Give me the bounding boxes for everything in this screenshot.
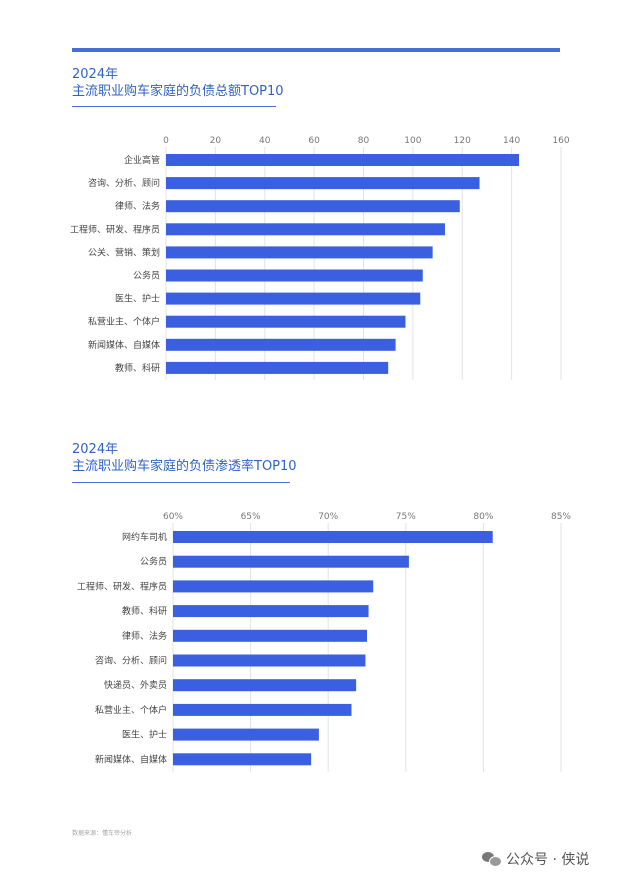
chart1-bar: [166, 177, 480, 190]
chart1-tick-label: 20: [210, 136, 222, 146]
chart2-title-block: 2024年 主流职业购车家庭的负债渗透率TOP10: [72, 441, 297, 475]
chart1-category-label: 咨询、分析、顾问: [88, 177, 160, 189]
chart2-bar: [173, 629, 367, 642]
chart2-category-label: 咨询、分析、顾问: [95, 655, 167, 667]
chart1-bar: [166, 292, 421, 305]
chart1-bar: [166, 200, 460, 213]
chart2-category-label: 新闻媒体、自媒体: [95, 753, 167, 765]
chart2-category-label: 网约车司机: [122, 531, 167, 543]
chart1-bar: [166, 154, 520, 166]
chart2-tick-label: 70%: [318, 512, 338, 522]
chart2-category-label: 律师、法务: [122, 630, 167, 642]
chart1-category-label: 私营业主、个体户: [88, 316, 160, 328]
chart2-year: 2024年: [72, 442, 119, 457]
chart1-bar: [166, 338, 396, 351]
chart2-category-label: 公务员: [140, 556, 167, 568]
chart2-bar: [173, 703, 352, 716]
chart2-title: 主流职业购车家庭的负债渗透率TOP10: [72, 459, 297, 474]
chart1-tick-label: 0: [163, 136, 169, 146]
chart2-tick-label: 65%: [241, 512, 261, 522]
chart1-bar: [166, 246, 433, 259]
chart1-category-label: 新闻媒体、自媒体: [88, 339, 160, 351]
chart2-title-underline: [72, 482, 290, 483]
chart1-year: 2024年: [72, 67, 119, 82]
chart1-tick-label: 160: [552, 136, 569, 146]
chart1-title-block: 2024年 主流职业购车家庭的负债总额TOP10: [72, 66, 284, 100]
chart2-svg: 60% 65% 70% 75% 80% 85% 网约车司机公务员工程师、研发、程序员教师、科…: [77, 512, 571, 772]
chart2-bar: [173, 728, 319, 741]
chart2-bar: [173, 605, 369, 618]
chart1-tick-label: 140: [503, 136, 520, 146]
chart1-svg: 0 20 40 60 80 100 120 140 160 企业高管咨询、分析、顾问律师、法务工程…: [70, 136, 570, 380]
chart1-tick-label: 100: [404, 136, 421, 146]
chart2-tick-label: 60%: [163, 512, 183, 522]
chart2-category-label: 教师、科研: [122, 605, 167, 617]
chart2-tick-label: 85%: [551, 512, 571, 522]
chart2-tick-label: 75%: [396, 512, 416, 522]
chart1-bar: [166, 361, 389, 374]
chart1-bar: [166, 223, 445, 236]
watermark-text: 公众号 · 侠说: [506, 852, 590, 868]
top-accent-bar: [72, 48, 560, 52]
chart2-category-label: 私营业主、个体户: [95, 704, 167, 716]
chart1-category-label: 教师、科研: [115, 362, 160, 374]
wechat-icon: [482, 852, 502, 867]
chart2-bar: [173, 555, 409, 568]
chart1-category-label: 律师、法务: [115, 200, 160, 212]
chart2-bar: [173, 531, 493, 543]
chart1-title: 主流职业购车家庭的负债总额TOP10: [72, 84, 284, 99]
chart1-tick-label: 60: [308, 136, 320, 146]
chart2-bar: [173, 580, 374, 593]
chart2-bar: [173, 654, 366, 667]
chart1-category-label: 工程师、研发、程序员: [70, 223, 160, 235]
chart2-tick-label: 80%: [473, 512, 493, 522]
chart1-bar: [166, 269, 423, 282]
chart2-category-label: 工程师、研发、程序员: [77, 580, 167, 592]
chart1-tick-label: 80: [358, 136, 370, 146]
watermark: 公众号 · 侠说: [482, 849, 589, 869]
chart1-category-label: 企业高管: [124, 154, 160, 166]
chart1-category-label: 公关、营销、策划: [88, 246, 160, 258]
footer-source: 数据来源：懂车帝分析: [72, 830, 133, 837]
chart2-bar: [173, 753, 312, 766]
chart1-category-label: 公务员: [133, 270, 160, 282]
chart1-title-underline: [72, 106, 276, 107]
chart1-bar: [166, 315, 406, 328]
chart1-category-label: 医生、护士: [115, 293, 160, 305]
chart2-bar: [173, 679, 357, 692]
chart1-tick-label: 40: [259, 136, 271, 146]
chart2-category-label: 快递员、外卖员: [104, 679, 167, 691]
chart2-category-label: 医生、护士: [122, 729, 167, 741]
chart1-tick-label: 120: [454, 136, 471, 146]
